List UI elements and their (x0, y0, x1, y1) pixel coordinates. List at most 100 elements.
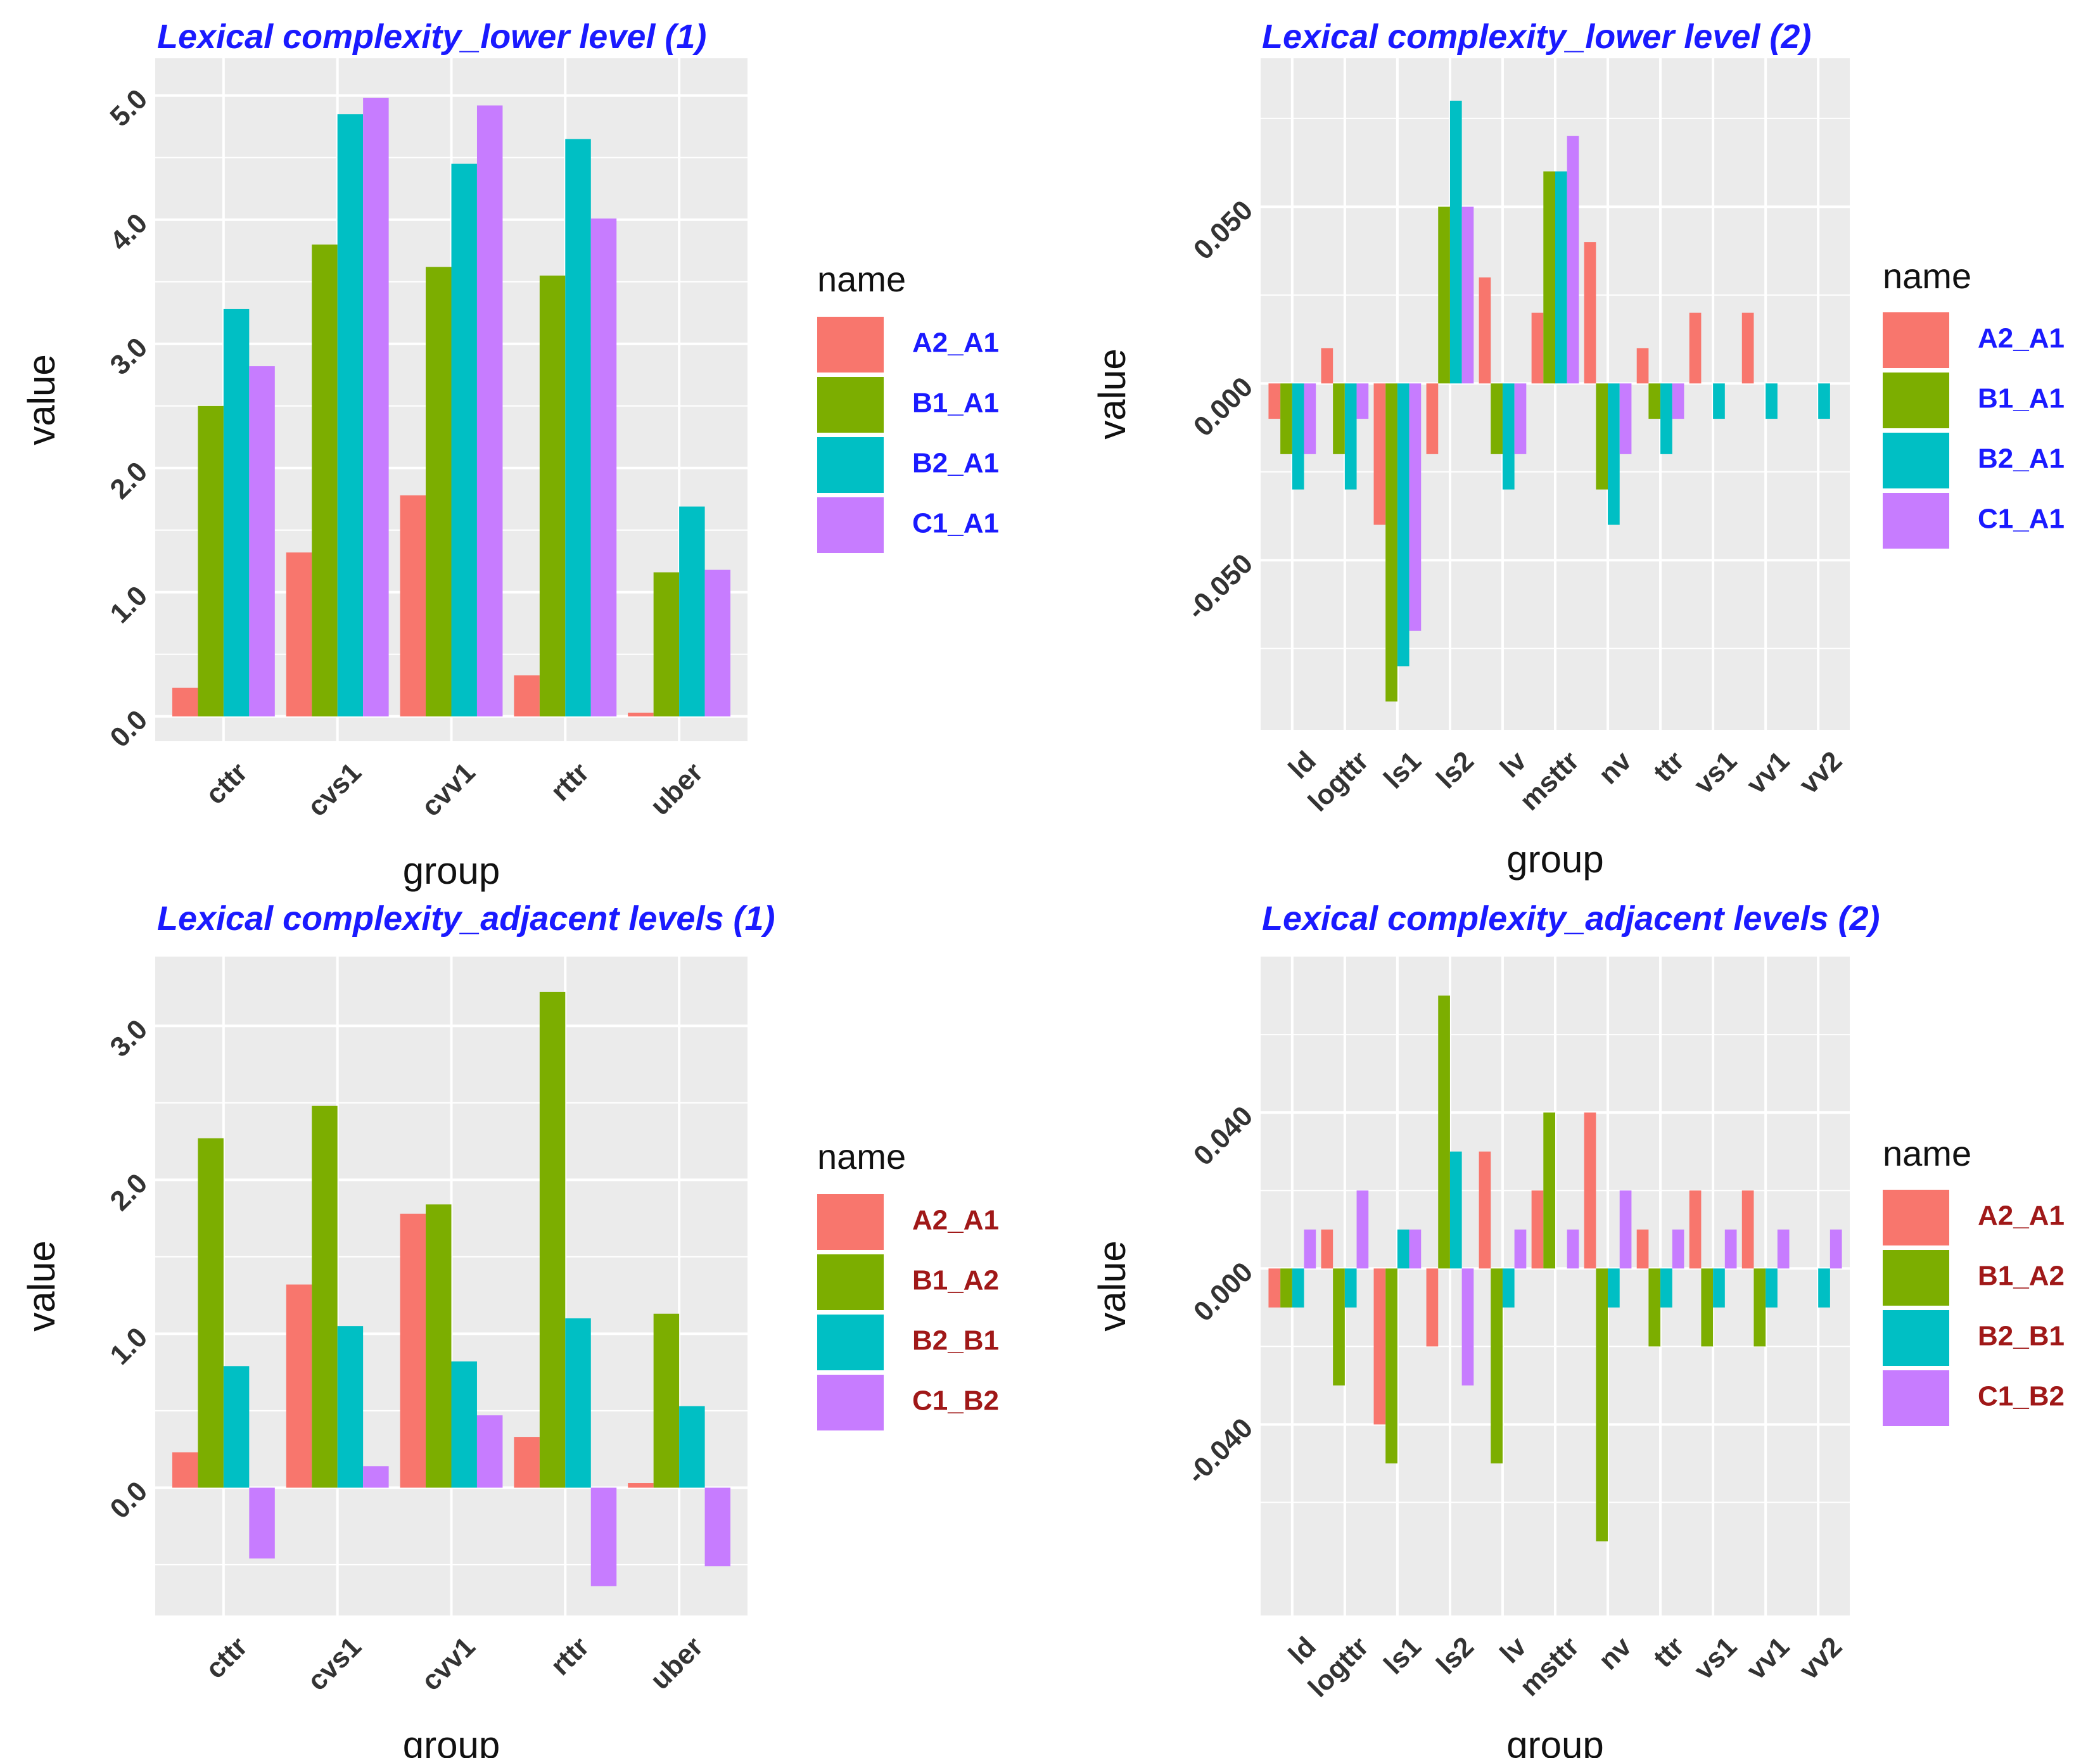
legend-label: C1_A1 (912, 508, 999, 539)
legend-label: A2_A1 (1978, 323, 2065, 354)
x-tick-label: ttr (1648, 745, 1690, 787)
bar-A2_A1-vv1 (1741, 312, 1754, 384)
y-tick-label: 0.040 (1188, 1100, 1259, 1172)
bar-B2_A1-cttr (223, 309, 250, 717)
bar-A2_A1-ls2 (1426, 1268, 1439, 1347)
bar-A2_A1-cttr (172, 1452, 198, 1488)
bar-B2_B1-ttr (1660, 1268, 1672, 1308)
bar-C1_A1-lv (1514, 383, 1527, 454)
bar-B2_A1-uber (679, 506, 705, 717)
bar-C1_A1-rttr (590, 218, 617, 717)
bar-B2_A1-nv (1608, 383, 1620, 525)
legend-label: B2_B1 (1978, 1321, 2065, 1352)
bar-B2_B1-cvs1 (337, 1326, 364, 1488)
bar-A2_A1-rttr (514, 1437, 540, 1488)
bar-B2_A1-vv1 (1766, 383, 1778, 419)
legend-key-B2_A1 (817, 437, 884, 493)
x-axis-label: group (403, 1724, 500, 1758)
bar-A2_A1-ls1 (1373, 383, 1386, 525)
legend-key-A2_A1 (1883, 1190, 1949, 1245)
bar-C1_B2-lv (1514, 1229, 1527, 1269)
bar-C1_B2-vs1 (1724, 1229, 1737, 1269)
bar-B2_A1-cvs1 (337, 114, 364, 717)
bar-B2_A1-vv2 (1818, 383, 1830, 419)
bar-B2_B1-cvv1 (451, 1361, 477, 1488)
bar-B1_A1-ls1 (1385, 383, 1397, 702)
x-tick-label: ttr (1648, 1631, 1690, 1673)
bar-B2_B1-logttr (1344, 1268, 1357, 1308)
legend-key-A2_A1 (1883, 312, 1949, 368)
legend-label: A2_A1 (1978, 1201, 2065, 1232)
legend-label: B2_A1 (912, 448, 999, 479)
bar-B1_A2-vv1 (1753, 1268, 1766, 1347)
chart-title: Lexical complexity_adjacent levels (1) (157, 900, 775, 938)
bar-B1_A2-msttr (1543, 1112, 1555, 1269)
bar-B1_A1-rttr (539, 276, 566, 717)
bar-A2_A1-cvs1 (286, 552, 312, 717)
bar-A2_A1-msttr (1531, 1190, 1544, 1269)
x-axis-label: group (1506, 838, 1603, 881)
bar-C1_B2-ld (1304, 1229, 1316, 1269)
bar-B1_A2-ld (1280, 1268, 1292, 1308)
bar-B1_A1-nv (1596, 383, 1608, 490)
bar-B1_A2-lv (1491, 1268, 1503, 1463)
legend-label: A2_A1 (912, 1205, 999, 1236)
bar-B1_A2-rttr (539, 991, 566, 1488)
bar-A2_A1-cvv1 (400, 1213, 426, 1488)
bar-A2_A1-logttr (1321, 348, 1333, 384)
y-tick-label: 0.0 (104, 1475, 153, 1525)
bar-A2_A1-lv (1479, 277, 1491, 384)
bar-C1_A1-ls1 (1409, 383, 1422, 631)
bar-B1_A2-uber (653, 1313, 680, 1488)
y-tick-label: 2.0 (104, 455, 153, 505)
bar-C1_A1-ld (1304, 383, 1316, 454)
bar-C1_B2-msttr (1567, 1229, 1579, 1269)
chart-panel-1: 0.0 1.0 2.0 3.0 4.0 5.0 cttr cvs1 cvv1 rttr uber Le… (20, 18, 999, 892)
legend-key-B1_A1 (817, 377, 884, 433)
legend-label: C1_B2 (912, 1385, 999, 1417)
bar-A2_A1-uber (628, 1483, 654, 1488)
y-tick-label: 3.0 (104, 1014, 153, 1063)
bar-C1_B2-nv (1619, 1190, 1632, 1269)
legend-label: C1_A1 (1978, 504, 2065, 535)
bar-A2_A1-ttr (1636, 1229, 1649, 1269)
y-tick-label: 1.0 (104, 1322, 153, 1371)
bar-C1_B2-ls2 (1461, 1268, 1474, 1385)
bar-B1_A2-cvv1 (426, 1204, 452, 1488)
legend-title: name (1883, 256, 1971, 296)
bar-B2_A1-ls1 (1397, 383, 1410, 666)
x-tick-label: lv (1494, 745, 1532, 784)
chart-title: Lexical complexity_lower level (2) (1262, 18, 1811, 56)
bar-A2_A1-vs1 (1689, 1190, 1702, 1269)
bar-C1_B2-vv1 (1777, 1229, 1790, 1269)
legend-key-B1_A2 (817, 1254, 884, 1310)
bar-C1_B2-logttr (1356, 1190, 1369, 1269)
bar-B2_B1-ls2 (1449, 1151, 1462, 1269)
legend-label: B1_A2 (912, 1265, 999, 1296)
legend-key-B1_A1 (1883, 373, 1949, 428)
y-axis-label: value (1091, 348, 1133, 439)
x-tick-label: ls2 (1430, 745, 1480, 794)
legend-key-A2_A1 (817, 1194, 884, 1250)
bar-A2_A1-nv (1584, 1112, 1596, 1269)
bar-C1_A1-cvs1 (363, 98, 389, 717)
y-tick-label: -0.040 (1181, 1412, 1259, 1490)
legend-label: B1_A2 (1978, 1261, 2065, 1292)
bar-B1_A2-ls2 (1438, 995, 1450, 1269)
bar-B1_A1-msttr (1543, 171, 1555, 384)
legend-key-B2_B1 (1883, 1310, 1949, 1366)
x-tick-label: ls1 (1378, 1631, 1427, 1680)
bar-B2_B1-cttr (223, 1366, 250, 1488)
bar-B1_A2-cttr (198, 1138, 224, 1488)
bar-B1_A1-cvv1 (426, 267, 452, 717)
y-axis-label: value (1091, 1240, 1133, 1331)
legend-title: name (1883, 1133, 1971, 1173)
y-tick-label: 0.000 (1188, 1256, 1259, 1328)
y-axis-label: value (20, 354, 63, 445)
x-tick-label: logttr (1302, 1631, 1375, 1703)
bar-B2_B1-vv2 (1818, 1268, 1830, 1308)
bar-C1_B2-cvs1 (363, 1466, 389, 1488)
legend-key-B1_A2 (1883, 1250, 1949, 1306)
